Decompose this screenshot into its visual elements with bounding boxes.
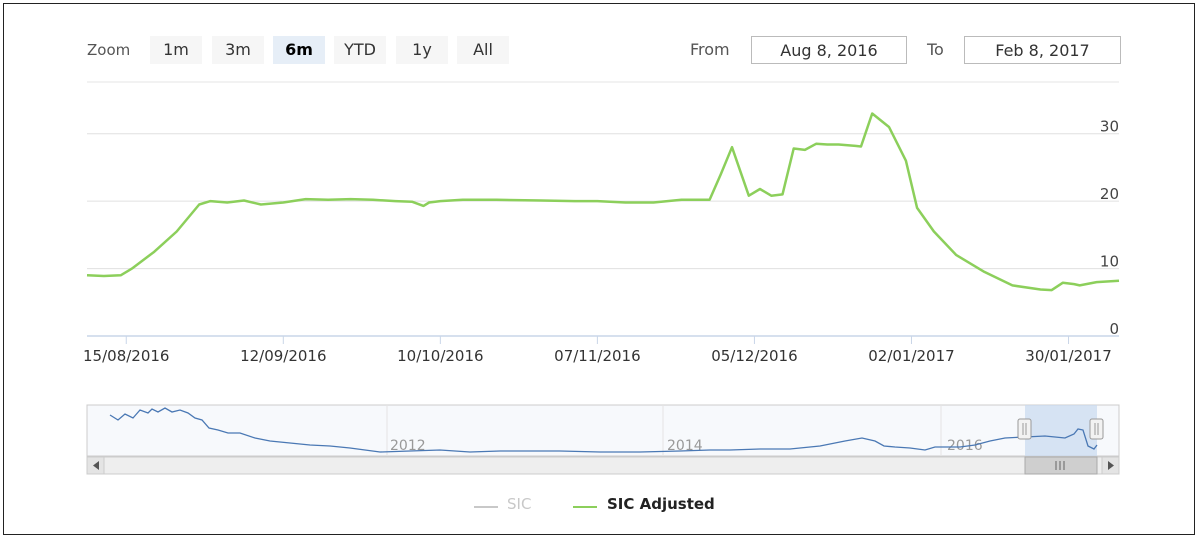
legend-sic-adjusted[interactable]: SIC Adjusted bbox=[607, 495, 715, 513]
navigator-right-handle[interactable] bbox=[1089, 418, 1104, 440]
x-tick-label: 15/08/2016 bbox=[83, 347, 169, 365]
y-tick-label: 20 bbox=[1100, 185, 1119, 203]
from-date-input[interactable]: Aug 8, 2016 bbox=[751, 36, 907, 64]
x-axis-ticks: 15/08/2016 12/09/2016 10/10/2016 07/11/2016… bbox=[83, 336, 1112, 365]
to-label: To bbox=[927, 40, 944, 59]
scrollbar[interactable] bbox=[86, 456, 1120, 475]
x-tick-label: 07/11/2016 bbox=[554, 347, 640, 365]
navigator-left-handle[interactable] bbox=[1017, 418, 1032, 440]
grid-lines bbox=[87, 81, 1119, 337]
zoom-6m-button[interactable]: 6m bbox=[273, 36, 325, 64]
zoom-ytd-button[interactable]: YTD bbox=[334, 36, 386, 64]
navigator-year-label: 2012 bbox=[390, 438, 426, 454]
scroll-left-arrow-icon bbox=[93, 461, 99, 470]
zoom-3m-button[interactable]: 3m bbox=[212, 36, 264, 64]
y-tick-label: 0 bbox=[1109, 320, 1119, 338]
legend-sic-adjusted-swatch bbox=[573, 506, 597, 508]
navigator-selected-range[interactable] bbox=[1025, 405, 1097, 456]
zoom-1y-button[interactable]: 1y bbox=[396, 36, 448, 64]
chart-container bbox=[3, 3, 1195, 535]
x-tick-label: 30/01/2017 bbox=[1025, 347, 1111, 365]
scrollbar-track[interactable] bbox=[86, 456, 1120, 475]
y-tick-label: 30 bbox=[1100, 118, 1119, 136]
y-tick-label: 10 bbox=[1100, 253, 1119, 271]
scroll-right-arrow-icon bbox=[1108, 461, 1114, 470]
x-tick-label: 12/09/2016 bbox=[240, 347, 326, 365]
legend-sic-swatch bbox=[474, 506, 498, 508]
x-tick-label: 02/01/2017 bbox=[868, 347, 954, 365]
to-date-input[interactable]: Feb 8, 2017 bbox=[964, 36, 1121, 64]
zoom-all-button[interactable]: All bbox=[457, 36, 509, 64]
y-axis-ticks: 0 10 20 30 bbox=[1100, 118, 1119, 338]
zoom-label: Zoom bbox=[87, 41, 131, 59]
x-tick-label: 05/12/2016 bbox=[711, 347, 797, 365]
x-tick-label: 10/10/2016 bbox=[397, 347, 483, 365]
series-line-sic-adjusted bbox=[86, 112, 1120, 292]
navigator-series-line bbox=[109, 407, 1098, 453]
from-label: From bbox=[690, 40, 730, 59]
navigator[interactable]: 2012 2014 2016 bbox=[86, 404, 1120, 457]
series-layer bbox=[86, 112, 1120, 292]
zoom-1m-button[interactable]: 1m bbox=[150, 36, 202, 64]
scrollbar-thumb[interactable] bbox=[1024, 456, 1098, 475]
legend-sic[interactable]: SIC bbox=[507, 495, 532, 513]
